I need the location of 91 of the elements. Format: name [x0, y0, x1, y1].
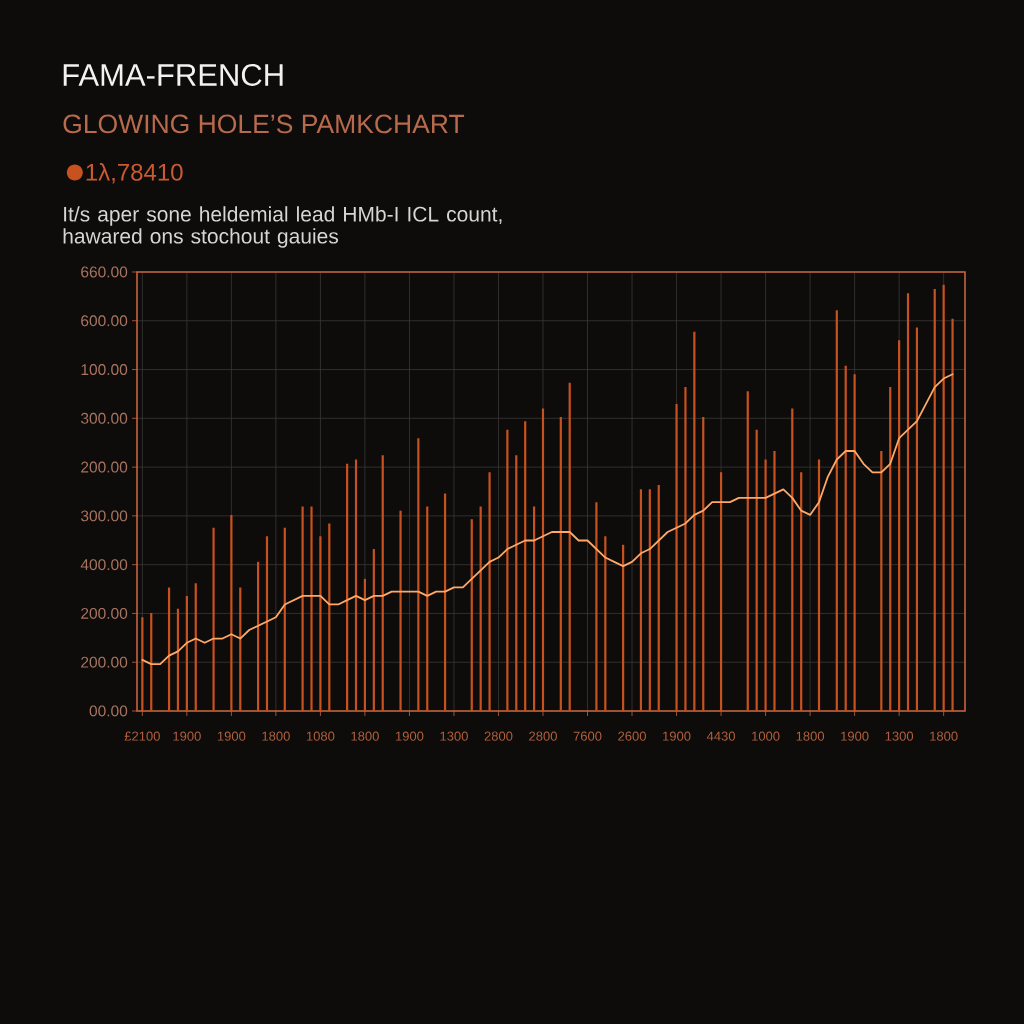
bar: [524, 421, 527, 711]
bar: [301, 506, 304, 711]
bar: [853, 374, 856, 711]
bar: [657, 485, 660, 711]
bar: [568, 382, 571, 711]
bar: [844, 365, 847, 711]
x-tick-label: 4430: [706, 731, 736, 741]
x-tick-label: 1900: [173, 731, 201, 741]
bar: [702, 416, 705, 711]
bar: [310, 506, 313, 711]
bar: [755, 429, 758, 711]
x-tick-label: 2800: [529, 731, 557, 741]
bar: [515, 455, 518, 711]
bar: [648, 489, 651, 711]
x-tick-label: 1800: [930, 731, 958, 741]
bar: [559, 416, 562, 711]
x-tick-label: 1900: [217, 731, 246, 741]
text: It/s aper sone heldemial lead HMb-I ICL count, hawared ons stochout gauies: [63, 206, 502, 248]
bar: [283, 527, 286, 711]
x-tick-label: 1900: [395, 731, 424, 741]
bar: [906, 293, 910, 711]
bar: [764, 459, 767, 711]
bar: [381, 455, 384, 711]
x-tick-label: 2800: [484, 731, 513, 741]
bar: [898, 340, 901, 711]
bar: [639, 489, 643, 711]
bar: [719, 472, 723, 711]
bar: [443, 493, 447, 711]
bar: [239, 587, 242, 711]
bar: [889, 387, 892, 711]
x-tick-label: 1300: [440, 731, 468, 741]
x-tick-label: 1900: [663, 731, 691, 741]
x-tick-label: 1080: [306, 731, 335, 741]
x-tick-label: 1800: [351, 731, 379, 741]
x-tick-label: 1800: [262, 731, 290, 741]
bar: [684, 387, 687, 711]
bar: [256, 561, 260, 711]
bar: [167, 587, 171, 711]
bar: [693, 331, 696, 711]
chart-title: FAMA-FRENCH: [63, 64, 283, 86]
bar: [319, 536, 322, 711]
bar: [604, 536, 607, 711]
bar: [506, 429, 509, 711]
bar: [800, 472, 803, 711]
bar: [746, 391, 749, 711]
text: 200.00: [81, 461, 128, 473]
bar: [328, 523, 331, 711]
bar: [933, 289, 936, 711]
bar: [346, 463, 349, 711]
bar: [675, 404, 678, 711]
bar: [230, 514, 233, 711]
x-tick-label: 1000: [752, 731, 780, 741]
bar: [479, 506, 482, 711]
bar: [880, 451, 883, 711]
bar: [951, 318, 954, 711]
x-tick-label: 1300: [885, 731, 914, 741]
text: 300.00: [80, 412, 128, 424]
text: 200.00: [81, 607, 128, 619]
text: 00.00: [89, 705, 128, 717]
bar: [354, 459, 358, 711]
bar: [426, 506, 429, 711]
x-tick-label: £2100: [124, 731, 160, 741]
x-tick-label: 1900: [841, 731, 869, 741]
bar: [532, 506, 536, 711]
text: 400.00: [80, 559, 128, 571]
x-tick-label: 2600: [618, 731, 646, 741]
bar: [595, 502, 598, 711]
text: 200.00: [81, 656, 128, 668]
bar: [541, 408, 545, 711]
chart-subtitle: GLOWING HOLE’S PAMKCHART: [63, 114, 465, 134]
bar: [622, 544, 625, 711]
bar: [791, 408, 794, 711]
bar: [488, 472, 491, 711]
bar: [470, 519, 473, 711]
bar: [265, 536, 269, 711]
x-tick-label: 1800: [796, 731, 825, 741]
legend-label: 1λ,78410: [86, 163, 183, 184]
text: 660.00: [81, 266, 128, 278]
text: 600.00: [81, 315, 128, 327]
bar: [372, 549, 375, 711]
bar: [417, 438, 420, 711]
bar: [915, 327, 919, 711]
text: 300.00: [80, 510, 128, 522]
bar: [212, 527, 215, 711]
x-tick-label: 7600: [573, 731, 602, 741]
text: 100.00: [81, 364, 128, 376]
bar: [773, 451, 776, 711]
bar: [942, 284, 945, 711]
bar: [399, 510, 402, 711]
bar: [835, 310, 838, 711]
bar: [141, 617, 144, 711]
